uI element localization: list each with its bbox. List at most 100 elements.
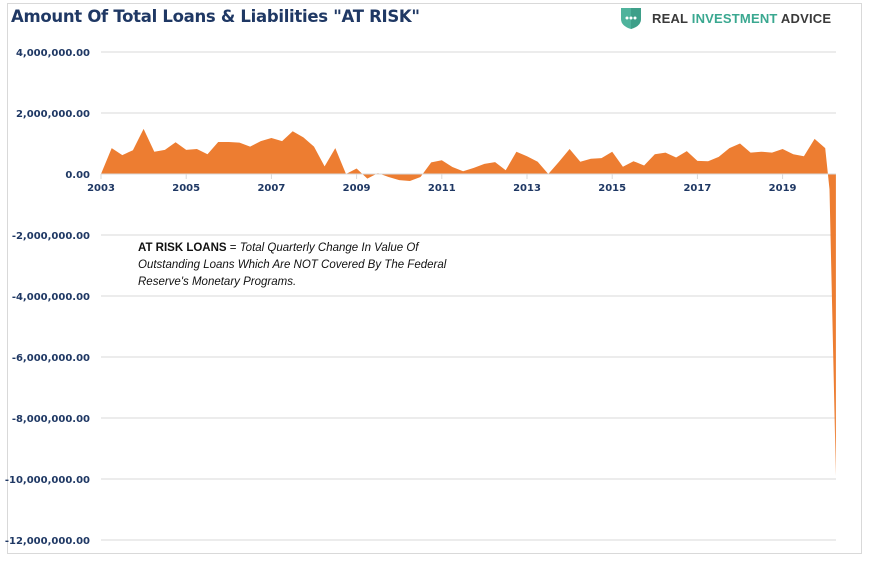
data-point <box>174 141 176 143</box>
x-axis-ticks: 2003 2005 2007 2009 2011 2013 2015 2017 2019 <box>87 174 797 194</box>
data-point <box>100 173 102 175</box>
data-point <box>387 176 389 178</box>
data-point <box>473 167 475 169</box>
data-point <box>632 160 634 162</box>
data-point <box>228 141 230 143</box>
data-point <box>206 153 208 155</box>
data-point <box>622 166 624 168</box>
y-tick-label: -12,000,000.00 <box>5 536 90 547</box>
data-point <box>409 180 411 182</box>
data-point <box>835 475 837 477</box>
data-point <box>813 138 815 140</box>
data-point <box>494 161 496 163</box>
x-tick-label: 2011 <box>428 183 456 194</box>
data-point <box>579 161 581 163</box>
data-point <box>398 179 400 181</box>
data-point <box>249 145 251 147</box>
data-point <box>828 188 830 190</box>
data-point <box>217 141 219 143</box>
data-point <box>675 156 677 158</box>
y-tick-label: -8,000,000.00 <box>12 414 90 425</box>
data-point <box>664 151 666 153</box>
data-point <box>568 148 570 150</box>
data-point <box>643 164 645 166</box>
data-point <box>739 142 741 144</box>
annotation-text: Total Quarterly Change In Value Of Outst… <box>138 242 447 288</box>
x-tick-label: 2015 <box>598 183 626 194</box>
annotation-label: AT RISK LOANS <box>138 242 227 254</box>
data-point <box>430 161 432 163</box>
data-point <box>142 128 144 130</box>
data-point <box>419 176 421 178</box>
data-point <box>824 147 826 149</box>
data-point <box>260 140 262 142</box>
y-tick-label: -2,000,000.00 <box>12 231 90 242</box>
chart-title: Amount Of Total Loans & Liabilities "AT … <box>11 7 420 26</box>
data-point <box>483 163 485 165</box>
data-point <box>547 173 549 175</box>
data-point <box>781 148 783 150</box>
data-point <box>515 151 517 153</box>
y-tick-label: -4,000,000.00 <box>12 292 90 303</box>
data-point <box>600 157 602 159</box>
data-point <box>323 165 325 167</box>
data-point <box>196 148 198 150</box>
data-point <box>302 136 304 138</box>
data-point <box>654 153 656 155</box>
data-point <box>696 160 698 162</box>
y-tick-label: 2,000,000.00 <box>16 109 90 120</box>
annotation-equals: = <box>226 242 240 254</box>
data-point <box>292 130 294 132</box>
brand-word-investment: INVESTMENT <box>691 10 778 26</box>
data-point <box>707 160 709 162</box>
data-point <box>526 155 528 157</box>
data-point <box>121 154 123 156</box>
data-point <box>164 149 166 151</box>
chart-frame <box>7 3 862 554</box>
data-point <box>537 161 539 163</box>
data-point <box>558 161 560 163</box>
data-point <box>238 141 240 143</box>
data-point <box>334 147 336 149</box>
x-tick-label: 2003 <box>87 183 115 194</box>
data-point <box>686 150 688 152</box>
x-tick-label: 2013 <box>513 183 541 194</box>
data-point <box>377 172 379 174</box>
data-point <box>451 166 453 168</box>
data-point <box>760 151 762 153</box>
brand-logo: REAL INVESTMENT ADVICE <box>620 5 831 31</box>
x-tick-label: 2005 <box>172 183 200 194</box>
gridlines <box>101 51 836 541</box>
series-points <box>100 128 837 477</box>
y-tick-label: -6,000,000.00 <box>12 353 90 364</box>
data-point <box>505 169 507 171</box>
data-point <box>355 167 357 169</box>
data-point <box>718 156 720 158</box>
x-tick-label: 2009 <box>343 183 371 194</box>
shield-chat-icon <box>621 8 641 29</box>
data-point <box>792 153 794 155</box>
data-point <box>611 151 613 153</box>
data-point <box>313 145 315 147</box>
data-point <box>153 151 155 153</box>
brand-word-advice: ADVICE <box>780 10 832 26</box>
data-point <box>771 151 773 153</box>
data-point <box>441 159 443 161</box>
y-axis-ticks: 4,000,000.00 2,000,000.00 0.00 -2,000,000.0… <box>5 48 90 547</box>
y-tick-label: -10,000,000.00 <box>5 475 90 486</box>
brand-word-real: REAL <box>652 10 688 26</box>
data-point <box>111 147 113 149</box>
x-tick-label: 2007 <box>257 183 285 194</box>
data-point <box>749 151 751 153</box>
data-point <box>728 147 730 149</box>
data-point <box>281 140 283 142</box>
data-point <box>345 173 347 175</box>
y-tick-label: 4,000,000.00 <box>16 48 90 59</box>
y-tick-label: 0.00 <box>65 170 90 181</box>
data-point <box>185 149 187 151</box>
data-point <box>366 177 368 179</box>
x-tick-label: 2017 <box>683 183 711 194</box>
x-tick-label: 2019 <box>769 183 797 194</box>
brand-name: REAL INVESTMENT ADVICE <box>652 11 831 26</box>
